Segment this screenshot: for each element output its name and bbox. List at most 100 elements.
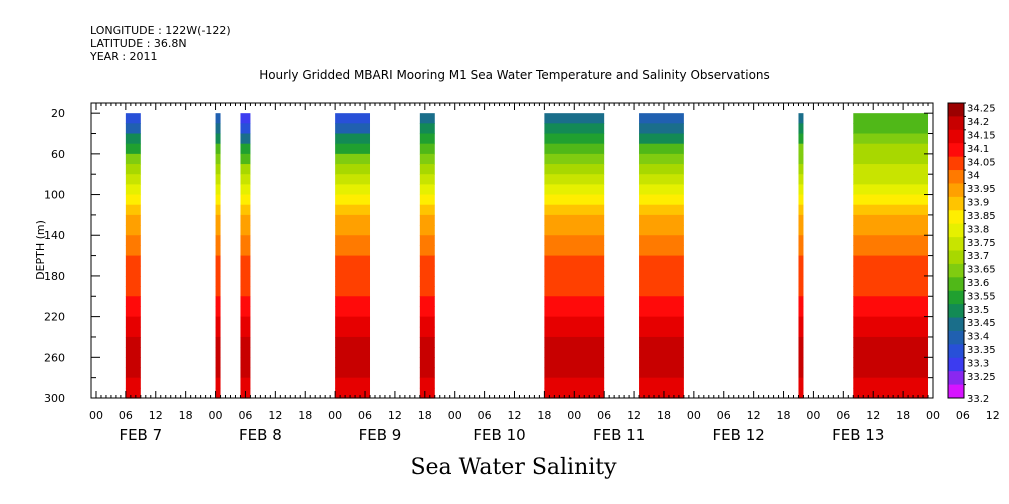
colorbar-swatch [948, 223, 964, 238]
salinity-cell [639, 387, 684, 399]
salinity-cell [335, 275, 371, 287]
salinity-cell [240, 326, 251, 338]
salinity-cell [639, 143, 684, 155]
x-tick-label: 12 [149, 409, 163, 422]
salinity-cell [240, 123, 251, 135]
x-tick-label: 18 [537, 409, 551, 422]
salinity-cell [240, 286, 251, 297]
salinity-cell [544, 265, 605, 277]
salinity-cell [544, 357, 605, 369]
x-tick-labels: 00 06 12 18 00 06 12 18 00 06 12 18 00 06 12 18 00 06 12 18… [89, 409, 1000, 422]
x-tick-label: 12 [747, 409, 761, 422]
colorbar-label: 33.95 [967, 184, 996, 195]
salinity-cell [335, 357, 371, 369]
colorbar-swatch [948, 317, 964, 332]
salinity-cell [639, 164, 684, 175]
colorbar-label: 33.4 [967, 332, 989, 343]
salinity-cell [240, 184, 251, 196]
salinity-cell [639, 306, 684, 318]
x-tick-label: 18 [418, 409, 432, 422]
salinity-cell [544, 184, 605, 196]
salinity-cell [853, 133, 929, 145]
salinity-cell [335, 347, 371, 358]
salinity-cell [240, 194, 251, 206]
salinity-cell [798, 387, 804, 399]
salinity-cell [798, 367, 804, 379]
colorbar-swatch [948, 384, 964, 399]
salinity-cell [544, 164, 605, 175]
salinity-cell [125, 255, 141, 267]
colorbar-label: 34.15 [967, 131, 996, 142]
salinity-cell [639, 255, 684, 267]
salinity-cell [639, 296, 684, 308]
colorbar-swatch [948, 357, 964, 372]
salinity-cell [544, 275, 605, 287]
salinity-cell [335, 184, 371, 196]
salinity-cell [639, 336, 684, 348]
y-tick-label: 260 [44, 351, 65, 364]
colorbar-swatch [948, 116, 964, 131]
salinity-cell [215, 133, 221, 145]
salinity-cell [419, 387, 435, 399]
y-tick-label: 140 [44, 229, 65, 242]
salinity-cell [798, 286, 804, 297]
salinity-cell [853, 377, 929, 389]
salinity-cell [798, 113, 804, 124]
salinity-cell [544, 286, 605, 297]
salinity-cell [240, 143, 251, 155]
salinity-cell [419, 265, 435, 277]
salinity-cell [798, 306, 804, 318]
salinity-cell [240, 255, 251, 267]
salinity-cell [335, 255, 371, 267]
salinity-cell [798, 357, 804, 369]
salinity-cell [853, 347, 929, 358]
salinity-cell [215, 143, 221, 155]
x-tick-label: 12 [866, 409, 880, 422]
salinity-cell [798, 255, 804, 267]
salinity-cell [544, 204, 605, 216]
salinity-cell [240, 296, 251, 308]
salinity-cell [125, 194, 141, 206]
salinity-cell [215, 326, 221, 338]
data-segment [215, 113, 221, 399]
salinity-cell [639, 326, 684, 338]
colorbar-swatch [948, 263, 964, 278]
salinity-cell [335, 387, 371, 399]
salinity-cell [215, 367, 221, 379]
salinity-cell [798, 235, 804, 247]
salinity-cell [419, 286, 435, 297]
salinity-cell [639, 153, 684, 165]
salinity-cell [798, 377, 804, 389]
salinity-cell [853, 357, 929, 369]
salinity-cell [240, 133, 251, 145]
salinity-cell [125, 347, 141, 358]
salinity-cell [419, 377, 435, 389]
x-tick-label: 06 [358, 409, 372, 422]
salinity-cell [544, 347, 605, 358]
salinity-cell [335, 235, 371, 247]
salinity-cell [639, 214, 684, 226]
colorbar-label: 34.05 [967, 157, 996, 168]
salinity-cell [798, 153, 804, 165]
salinity-cell [419, 275, 435, 287]
salinity-cell [335, 133, 371, 145]
salinity-cell [419, 296, 435, 308]
salinity-cell [215, 174, 221, 185]
colorbar-label: 34 [967, 171, 980, 182]
salinity-cell [853, 194, 929, 206]
x-tick-label: 00 [89, 409, 103, 422]
salinity-cell [853, 184, 929, 196]
salinity-cell [125, 296, 141, 308]
salinity-cell [853, 225, 929, 236]
salinity-cell [335, 123, 371, 135]
salinity-cell [215, 296, 221, 308]
salinity-cell [544, 306, 605, 318]
salinity-cell [639, 377, 684, 389]
day-label: FEB 8 [239, 426, 282, 444]
salinity-cell [419, 235, 435, 247]
salinity-cell [419, 123, 435, 135]
colorbar-swatch [948, 196, 964, 211]
salinity-cell [544, 245, 605, 257]
salinity-cell [335, 336, 371, 348]
salinity-cell [335, 225, 371, 236]
